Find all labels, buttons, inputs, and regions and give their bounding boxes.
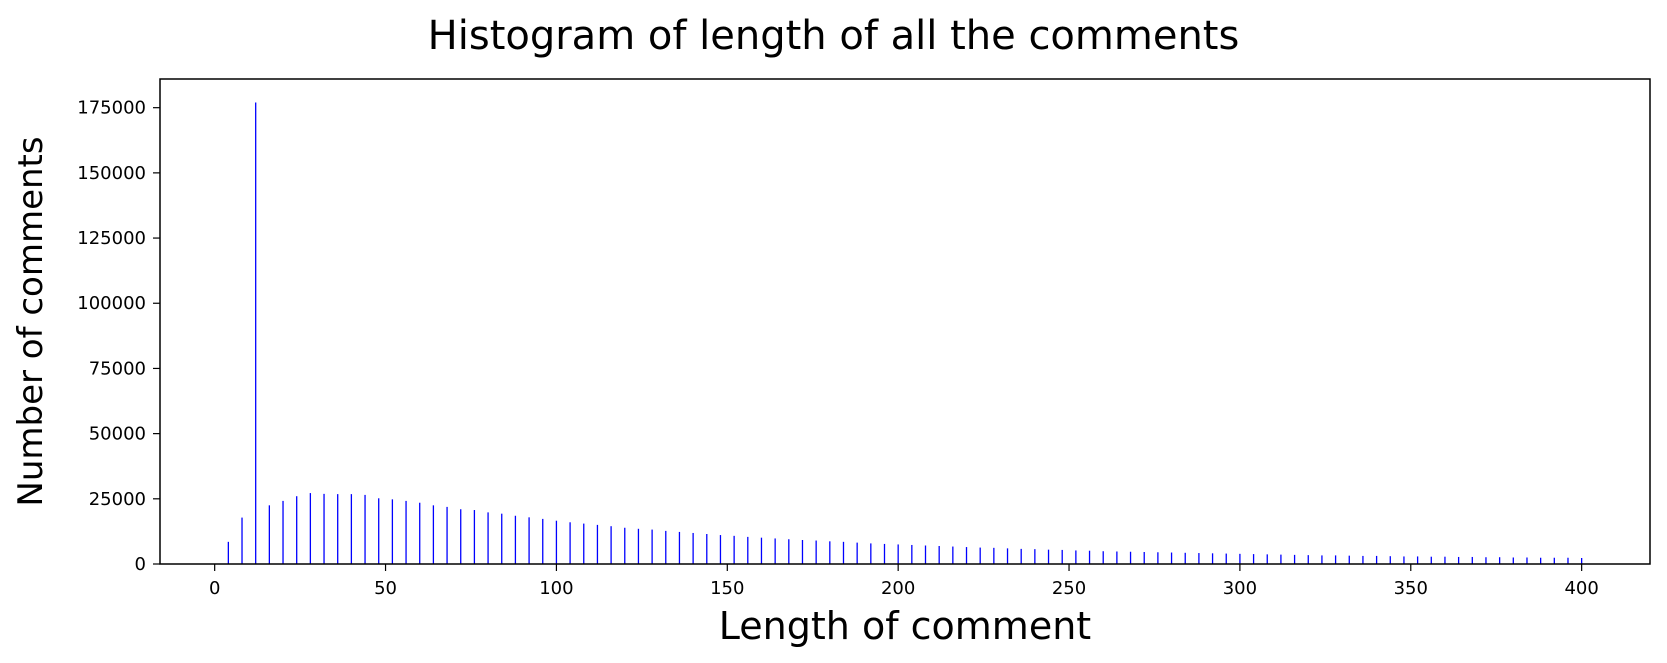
y-tick-label: 100000 [77, 293, 146, 314]
y-tick-label: 25000 [89, 489, 146, 510]
y-tick-label: 150000 [77, 163, 146, 184]
y-tick-label: 0 [135, 554, 146, 575]
plot-frame [159, 78, 1651, 565]
chart-title: Histogram of length of all the comments [427, 13, 1240, 59]
bars-group [227, 102, 1583, 564]
x-tick-label: 400 [1564, 578, 1598, 599]
x-tick-label: 100 [539, 578, 573, 599]
x-axis-ticks: 0 50 100 150 200 250 300 350 400 [209, 564, 1599, 599]
y-tick-label: 175000 [77, 98, 146, 119]
y-axis-label: Number of comments [11, 136, 51, 506]
y-tick-label: 50000 [89, 424, 146, 445]
x-tick-label: 150 [710, 578, 744, 599]
x-tick-label: 50 [374, 578, 397, 599]
x-tick-label: 300 [1223, 578, 1257, 599]
y-tick-label: 125000 [77, 228, 146, 249]
y-tick-label: 75000 [89, 358, 146, 379]
x-tick-label: 0 [209, 578, 220, 599]
x-axis-label: Length of comment [719, 604, 1091, 648]
x-tick-label: 200 [881, 578, 915, 599]
y-axis-ticks: 0 25000 50000 75000 100000 125000 150000 175000 [77, 98, 160, 575]
x-tick-label: 250 [1052, 578, 1086, 599]
x-tick-label: 350 [1394, 578, 1428, 599]
